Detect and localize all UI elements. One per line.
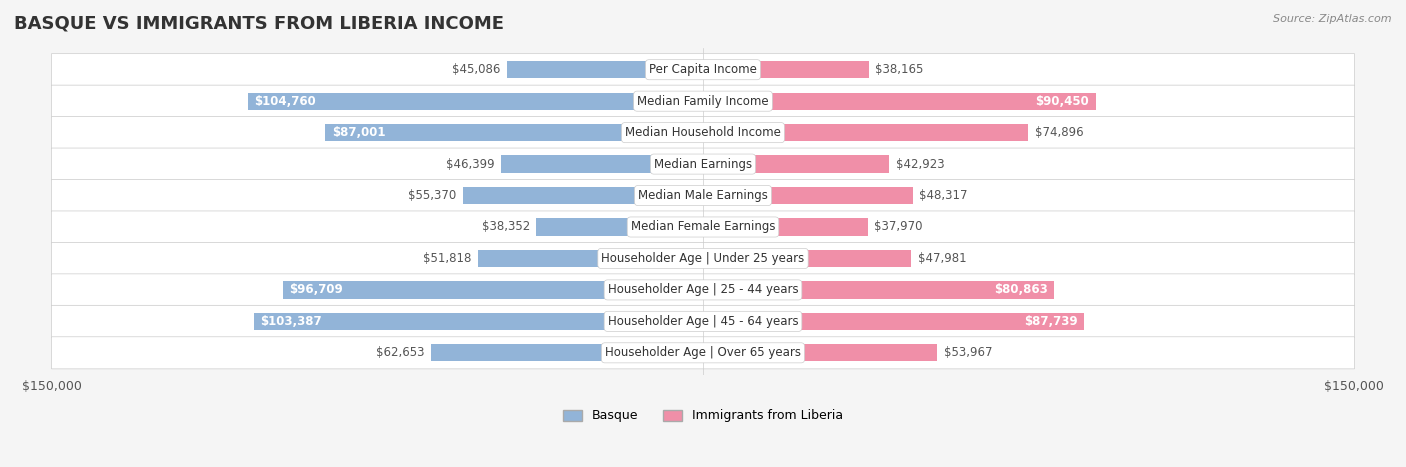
Text: $53,967: $53,967 xyxy=(943,347,993,359)
Bar xyxy=(703,313,1084,330)
Text: Per Capita Income: Per Capita Income xyxy=(650,63,756,76)
Bar xyxy=(703,156,890,173)
Text: Median Family Income: Median Family Income xyxy=(637,95,769,108)
FancyBboxPatch shape xyxy=(52,148,1354,180)
Text: $48,317: $48,317 xyxy=(920,189,967,202)
Bar xyxy=(703,187,912,204)
Bar xyxy=(247,92,703,110)
Text: $46,399: $46,399 xyxy=(446,157,495,170)
Bar xyxy=(537,219,703,236)
Text: BASQUE VS IMMIGRANTS FROM LIBERIA INCOME: BASQUE VS IMMIGRANTS FROM LIBERIA INCOME xyxy=(14,14,505,32)
Bar xyxy=(703,219,868,236)
FancyBboxPatch shape xyxy=(52,337,1354,369)
FancyBboxPatch shape xyxy=(52,242,1354,275)
Bar xyxy=(325,124,703,142)
Bar xyxy=(508,61,703,78)
Text: Householder Age | Over 65 years: Householder Age | Over 65 years xyxy=(605,347,801,359)
Text: $74,896: $74,896 xyxy=(1035,126,1084,139)
FancyBboxPatch shape xyxy=(52,54,1354,86)
Bar xyxy=(283,281,703,298)
Text: $87,001: $87,001 xyxy=(332,126,385,139)
Text: Median Household Income: Median Household Income xyxy=(626,126,780,139)
Text: Source: ZipAtlas.com: Source: ZipAtlas.com xyxy=(1274,14,1392,24)
Text: $37,970: $37,970 xyxy=(875,220,922,234)
FancyBboxPatch shape xyxy=(52,179,1354,212)
Bar xyxy=(703,92,1095,110)
Text: $42,923: $42,923 xyxy=(896,157,945,170)
FancyBboxPatch shape xyxy=(52,274,1354,306)
Text: Median Male Earnings: Median Male Earnings xyxy=(638,189,768,202)
Bar xyxy=(478,250,703,267)
Text: Householder Age | 45 - 64 years: Householder Age | 45 - 64 years xyxy=(607,315,799,328)
Bar xyxy=(703,344,938,361)
Bar xyxy=(430,344,703,361)
Text: $104,760: $104,760 xyxy=(254,95,316,108)
Text: $103,387: $103,387 xyxy=(260,315,322,328)
Text: $90,450: $90,450 xyxy=(1036,95,1090,108)
FancyBboxPatch shape xyxy=(52,117,1354,149)
Bar xyxy=(703,124,1028,142)
Text: $51,818: $51,818 xyxy=(423,252,471,265)
FancyBboxPatch shape xyxy=(52,305,1354,338)
Bar xyxy=(463,187,703,204)
Bar xyxy=(502,156,703,173)
Text: $62,653: $62,653 xyxy=(375,347,425,359)
Text: $38,165: $38,165 xyxy=(876,63,924,76)
Text: $87,739: $87,739 xyxy=(1024,315,1077,328)
Text: Median Female Earnings: Median Female Earnings xyxy=(631,220,775,234)
Text: Median Earnings: Median Earnings xyxy=(654,157,752,170)
Bar xyxy=(703,250,911,267)
Bar xyxy=(254,313,703,330)
FancyBboxPatch shape xyxy=(52,211,1354,243)
Text: Householder Age | Under 25 years: Householder Age | Under 25 years xyxy=(602,252,804,265)
FancyBboxPatch shape xyxy=(52,85,1354,117)
Bar xyxy=(703,61,869,78)
Text: $96,709: $96,709 xyxy=(290,283,343,297)
Bar xyxy=(703,281,1054,298)
Text: $55,370: $55,370 xyxy=(408,189,456,202)
Text: $38,352: $38,352 xyxy=(482,220,530,234)
Text: $47,981: $47,981 xyxy=(918,252,966,265)
Legend: Basque, Immigrants from Liberia: Basque, Immigrants from Liberia xyxy=(558,404,848,427)
Text: $80,863: $80,863 xyxy=(994,283,1047,297)
Text: Householder Age | 25 - 44 years: Householder Age | 25 - 44 years xyxy=(607,283,799,297)
Text: $45,086: $45,086 xyxy=(453,63,501,76)
